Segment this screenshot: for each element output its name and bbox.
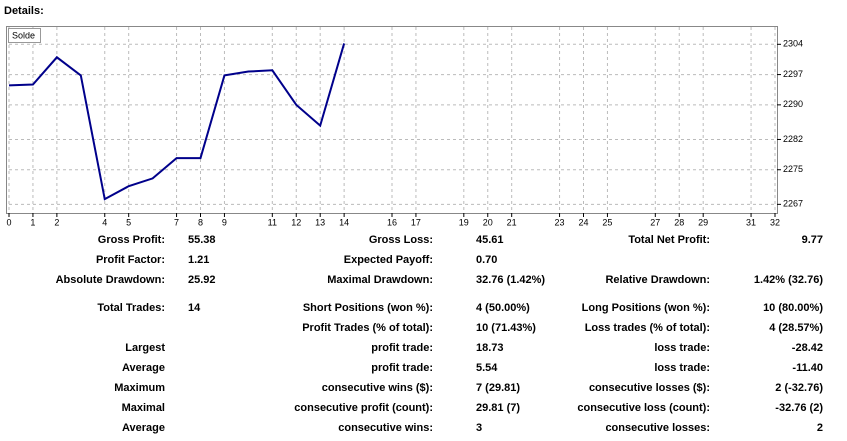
y-tick-label: 2290	[783, 99, 803, 109]
stat-label: Expected Payoff:	[344, 254, 433, 266]
x-tick-label: 21	[507, 217, 517, 227]
stat-label: Maximum	[114, 382, 165, 394]
stat-label: consecutive profit (count):	[294, 402, 433, 414]
stat-label: Maximal Drawdown:	[327, 274, 433, 286]
x-tick-label: 32	[770, 217, 780, 227]
details-title: Details:	[4, 5, 44, 17]
stat-label: Loss trades (% of total):	[585, 322, 710, 334]
x-tick-label: 28	[674, 217, 684, 227]
stat-value: 55.38	[188, 234, 216, 246]
stat-value: 4 (50.00%)	[476, 302, 530, 314]
x-tick-label: 5	[126, 217, 131, 227]
stat-label: Gross Loss:	[369, 234, 433, 246]
stat-value: -28.42	[792, 342, 823, 354]
stat-value: 18.73	[476, 342, 504, 354]
x-tick-label: 20	[483, 217, 493, 227]
stat-value: 0.70	[476, 254, 497, 266]
stat-value: 25.92	[188, 274, 216, 286]
stat-label: Short Positions (won %):	[303, 302, 433, 314]
stat-value: -11.40	[792, 362, 823, 374]
stat-value: 29.81 (7)	[476, 402, 520, 414]
x-tick-label: 11	[268, 217, 277, 227]
stat-label: Long Positions (won %):	[582, 302, 710, 314]
balance-line	[8, 43, 346, 201]
x-tick-label: 12	[291, 217, 301, 227]
x-tick-label: 13	[315, 217, 325, 227]
x-tick-label: 2	[54, 217, 59, 227]
stat-value: 7 (29.81)	[476, 382, 520, 394]
y-tick-label: 2282	[783, 134, 803, 144]
stat-label: Profit Factor:	[96, 254, 165, 266]
stat-label: loss trade:	[654, 362, 710, 374]
x-tick-label: 27	[650, 217, 660, 227]
stat-value: 1.42% (32.76)	[754, 274, 823, 286]
x-tick-label: 17	[411, 217, 421, 227]
x-tick-label: 25	[602, 217, 612, 227]
stat-label: Gross Profit:	[98, 234, 165, 246]
stat-value: 45.61	[476, 234, 504, 246]
x-tick-label: 29	[698, 217, 708, 227]
stat-label: Maximal	[122, 402, 165, 414]
stat-value: 4 (28.57%)	[769, 322, 823, 334]
x-tick-label: 8	[198, 217, 203, 227]
stat-label: Largest	[125, 342, 165, 354]
stat-label: consecutive loss (count):	[577, 402, 710, 414]
x-tick-label: 1	[30, 217, 35, 227]
stat-value: 10 (71.43%)	[476, 322, 536, 334]
x-tick-label: 16	[387, 217, 397, 227]
x-tick-label: 7	[174, 217, 179, 227]
stat-label: consecutive losses ($):	[589, 382, 710, 394]
stat-value: 32.76 (1.42%)	[476, 274, 545, 286]
x-tick-label: 19	[459, 217, 469, 227]
stat-value: 9.77	[802, 234, 823, 246]
x-tick-label: 9	[222, 217, 227, 227]
stat-value: 14	[188, 302, 201, 314]
stat-value: 2	[817, 422, 823, 434]
y-tick-label: 2304	[783, 39, 803, 49]
stat-label: Average	[122, 422, 165, 434]
x-tick-label: 4	[102, 217, 107, 227]
stat-value: -32.76 (2)	[775, 402, 823, 414]
stat-value: 1.21	[188, 254, 209, 266]
stat-label: profit trade:	[371, 342, 433, 354]
stat-label: Average	[122, 362, 165, 374]
x-tick-label: 24	[578, 217, 588, 227]
legend-label: Solde	[12, 30, 35, 40]
stat-value: 10 (80.00%)	[763, 302, 823, 314]
stat-value: 3	[476, 422, 482, 434]
x-tick-label: 31	[746, 217, 756, 227]
x-tick-label: 23	[555, 217, 565, 227]
x-tick-label: 14	[339, 217, 349, 227]
stat-value: 2 (-32.76)	[775, 382, 823, 394]
stat-label: Total Trades:	[97, 302, 165, 314]
y-tick-label: 2275	[783, 164, 803, 174]
stat-label: Absolute Drawdown:	[56, 274, 165, 286]
x-tick-label: 0	[6, 217, 11, 227]
stat-label: loss trade:	[654, 342, 710, 354]
legend-box	[8, 28, 41, 43]
stat-label: Relative Drawdown:	[605, 274, 710, 286]
stat-label: Total Net Profit:	[628, 234, 710, 246]
stat-value: 5.54	[476, 362, 498, 374]
stat-label: consecutive wins ($):	[322, 382, 433, 394]
stat-label: consecutive losses:	[605, 422, 710, 434]
stat-label: profit trade:	[371, 362, 433, 374]
y-tick-label: 2297	[783, 69, 803, 79]
y-tick-label: 2267	[783, 199, 803, 209]
stat-label: consecutive wins:	[338, 422, 433, 434]
stat-label: Profit Trades (% of total):	[302, 322, 433, 334]
